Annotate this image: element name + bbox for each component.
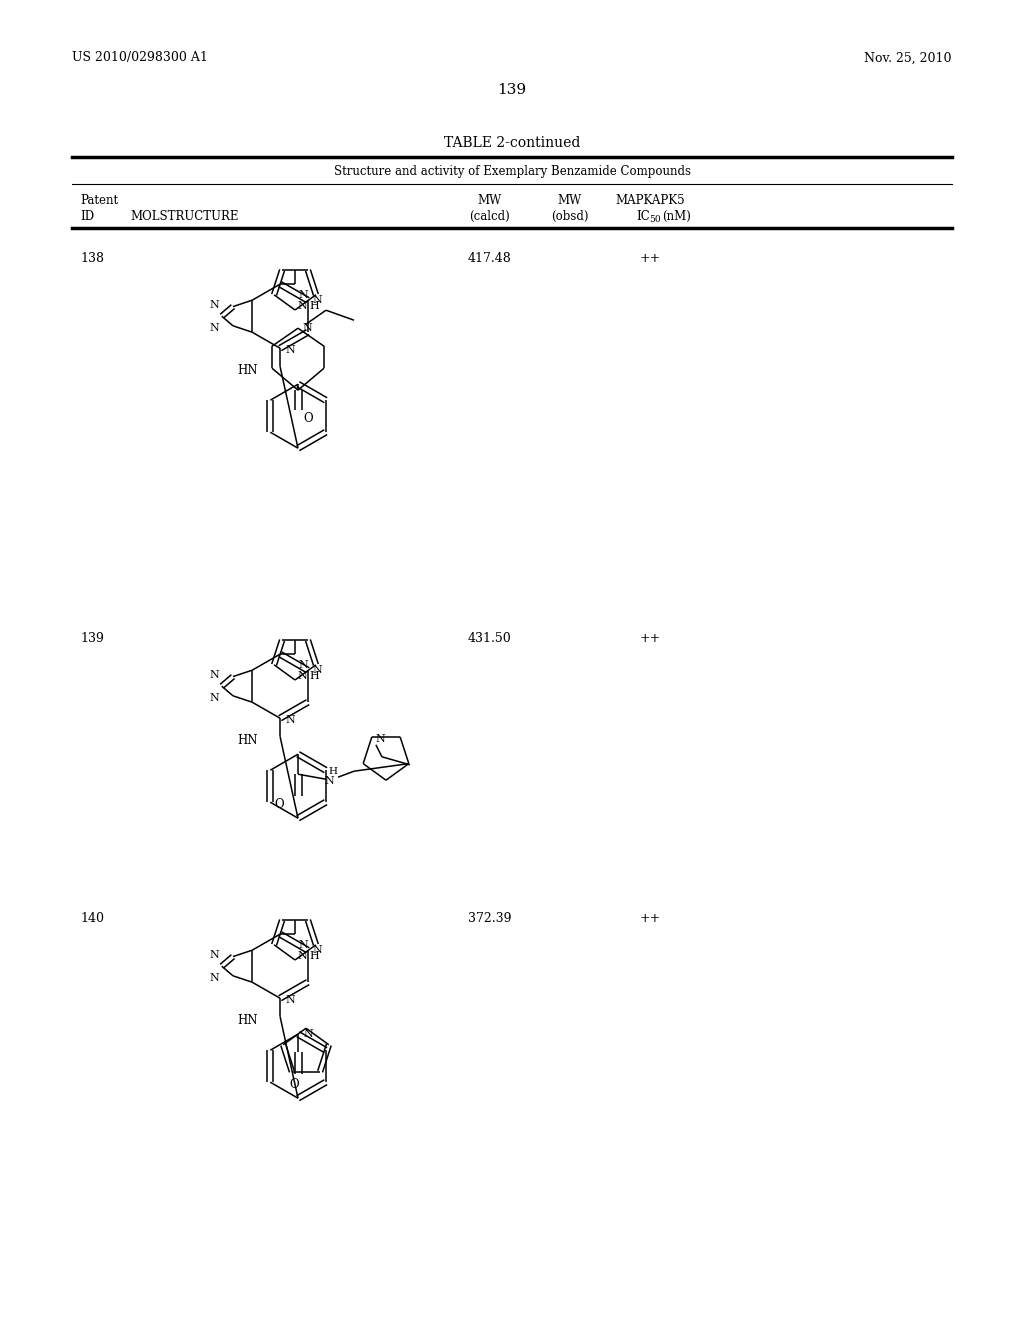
Text: 431.50: 431.50 [468,631,512,644]
Text: N: N [209,669,219,680]
Text: 50: 50 [649,214,660,223]
Text: N: N [285,995,295,1006]
Text: N: N [297,950,307,961]
Text: Structure and activity of Exemplary Benzamide Compounds: Structure and activity of Exemplary Benz… [334,165,690,178]
Text: 139: 139 [80,631,103,644]
Text: H: H [328,767,337,776]
Text: MW: MW [478,194,502,206]
Text: N: N [209,300,219,310]
Text: O: O [274,797,284,810]
Text: HN: HN [238,364,258,376]
Text: HN: HN [238,734,258,747]
Text: US 2010/0298300 A1: US 2010/0298300 A1 [72,51,208,65]
Text: N: N [376,734,386,743]
Text: O: O [303,412,312,425]
Text: IC: IC [636,210,650,223]
Text: N: N [209,323,219,333]
Text: ++: ++ [639,912,660,924]
Text: N: N [313,945,323,956]
Text: N: N [302,323,311,333]
Text: 372.39: 372.39 [468,912,512,924]
Text: H: H [309,301,318,312]
Text: 417.48: 417.48 [468,252,512,264]
Text: N: N [313,296,323,305]
Text: HN: HN [238,1014,258,1027]
Text: TABLE 2-continued: TABLE 2-continued [443,136,581,150]
Text: MAPKAPK5: MAPKAPK5 [615,194,685,206]
Text: N: N [298,940,308,950]
Text: N: N [303,1030,313,1039]
Text: H: H [309,671,318,681]
Text: MW: MW [558,194,582,206]
Text: Nov. 25, 2010: Nov. 25, 2010 [864,51,952,65]
Text: (calcd): (calcd) [470,210,510,223]
Text: N: N [324,776,334,787]
Text: ++: ++ [639,252,660,264]
Text: N: N [209,973,219,983]
Text: N: N [313,665,323,676]
Text: Patent: Patent [80,194,118,206]
Text: (nM): (nM) [662,210,691,223]
Text: 138: 138 [80,252,104,264]
Text: N: N [298,290,308,300]
Text: (obsd): (obsd) [551,210,589,223]
Text: ID: ID [80,210,94,223]
Text: H: H [309,950,318,961]
Text: ++: ++ [639,631,660,644]
Text: N: N [298,660,308,669]
Text: N: N [297,671,307,681]
Text: N: N [285,346,295,355]
Text: 140: 140 [80,912,104,924]
Text: N: N [209,949,219,960]
Text: O: O [289,1077,299,1090]
Text: N: N [297,301,307,312]
Text: MOLSTRUCTURE: MOLSTRUCTURE [130,210,239,223]
Text: 139: 139 [498,83,526,96]
Text: N: N [285,715,295,725]
Text: N: N [209,693,219,702]
